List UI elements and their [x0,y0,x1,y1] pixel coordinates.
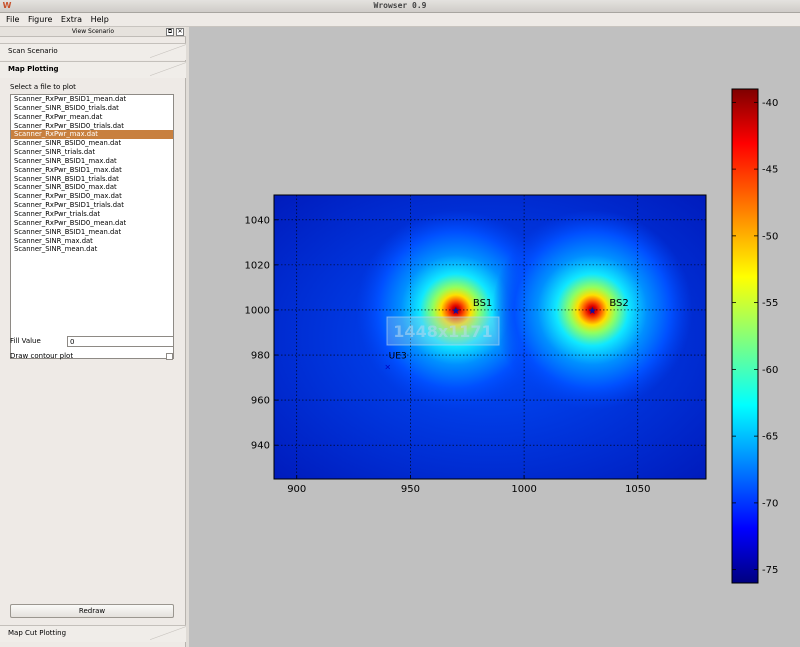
colorbar-tick-label: -50 [762,231,778,242]
file-list-item[interactable]: Scanner_RxPwr_BSID0_trials.dat [14,121,124,130]
user-marker: × [384,362,391,371]
station-label: BS1 [473,298,492,309]
colorbar-tick-label: -75 [762,565,778,576]
redraw-button[interactable]: Redraw [10,604,174,618]
x-tick-label: 900 [287,484,306,495]
x-tick-label: 1000 [511,484,536,495]
dock-title: View Scenario [0,27,186,37]
y-tick-label: 1020 [245,260,270,271]
station-marker: ★ [588,306,597,317]
file-list-item[interactable]: Scanner_RxPwr_trials.dat [14,209,101,218]
colorbar-tick-label: -60 [762,365,778,376]
file-list-item[interactable]: Scanner_RxPwr_BSID1_trials.dat [14,201,124,210]
size-overlay-text: 1448x1171 [393,322,492,341]
fill-value-label: Fill Value [10,337,41,345]
axes: 900 950 1000 1050 940 960 980 1000 1020 1040 [245,194,707,495]
y-tick-label: 940 [251,441,270,452]
panel-splitter[interactable] [186,27,189,647]
plot-area: 900 950 1000 1050 940 960 980 1000 1020 1040 ★ BS1… [189,27,800,647]
file-list-item[interactable]: Scanner_SINR_BSID0_trials.dat [14,103,119,112]
tab-map-plotting[interactable]: Map Plotting [0,61,186,78]
x-tick-label: 950 [401,484,420,495]
y-tick-label: 980 [251,351,270,362]
file-list-item[interactable]: Scanner_RxPwr_mean.dat [14,112,103,121]
x-tick-label: 1050 [625,484,650,495]
markers: ★ BS1 ★ BS2 ×UE3 1448x1171 [384,298,628,371]
file-list-item[interactable]: Scanner_SINR_max.dat [14,236,93,245]
float-icon[interactable]: ⧉ [166,28,174,36]
fill-value-input[interactable] [67,336,174,347]
plot-figure: 900 950 1000 1050 940 960 980 1000 1020 1040 ★ BS1… [245,88,778,584]
close-icon[interactable]: ✕ [176,28,184,36]
colorbar: -40 -45 -50 -55 -60 -65 -70 -75 [731,88,778,584]
file-list-item[interactable]: Scanner_SINR_trials.dat [14,148,95,157]
colorbar-gradient [731,88,759,584]
axes-frame [273,194,707,480]
y-tick-label: 960 [251,396,270,407]
file-list-item[interactable]: Scanner_SINR_BSID1_mean.dat [14,227,122,236]
menu-file[interactable]: File [6,15,20,24]
window-title: Wrowser 0.9 [373,1,427,10]
file-list-item[interactable]: Scanner_SINR_BSID1_trials.dat [14,174,119,183]
colorbar-tick-label: -45 [762,165,778,176]
menu-help[interactable]: Help [90,15,109,24]
heatmap-image [274,195,706,479]
file-list-item[interactable]: Scanner_RxPwr_BSID1_max.dat [14,165,122,174]
colorbar-tick-label: -55 [762,298,778,309]
station-marker: ★ [451,306,460,317]
size-overlay-box [386,316,500,346]
menu-figure[interactable]: Figure [27,15,53,24]
menu-extra[interactable]: Extra [60,15,83,24]
contour-plot-checkbox[interactable] [166,353,173,360]
file-list-item[interactable]: Scanner_SINR_BSID1_max.dat [14,156,117,165]
user-label: UE3 [389,351,407,361]
app-icon: W [2,1,12,10]
file-list-item[interactable]: Scanner_RxPwr_max.dat [11,130,173,140]
menu-bar: File Figure Extra Help [0,13,800,27]
file-list-item[interactable]: Scanner_RxPwr_BSID0_mean.dat [14,218,127,227]
tab-scan-scenario[interactable]: Scan Scenario [0,43,186,60]
title-bar: W Wrowser 0.9 [0,0,800,13]
file-list-item[interactable]: Scanner_SINR_BSID0_max.dat [14,183,117,192]
file-list-item[interactable]: Scanner_SINR_BSID0_mean.dat [14,139,122,148]
file-list-item[interactable]: Scanner_RxPwr_BSID1_mean.dat [14,95,127,103]
colorbar-tick-label: -65 [762,432,778,443]
view-scenario-dock: View Scenario ⧉ ✕ Scan Scenario Map Plot… [0,27,186,647]
y-tick-label: 1040 [245,215,270,226]
heatmap-hotspot [492,209,693,410]
file-list[interactable]: Scanner_RxPwr_BSID1_mean.dat Scanner_SINR… [10,94,174,359]
y-tick-label: 1000 [245,305,270,316]
station-label: BS2 [609,298,628,309]
contour-plot-label: Draw contour plot [10,352,74,360]
colorbar-tick-label: -70 [762,498,778,509]
file-list-item[interactable]: Scanner_RxPwr_BSID0_max.dat [14,192,122,201]
colorbar-tick-label: -40 [762,98,778,109]
tab-map-cut-plotting[interactable]: Map Cut Plotting [0,625,186,642]
select-file-label: Select a file to plot [10,83,76,91]
file-list-item[interactable]: Scanner_SINR_mean.dat [14,245,98,254]
